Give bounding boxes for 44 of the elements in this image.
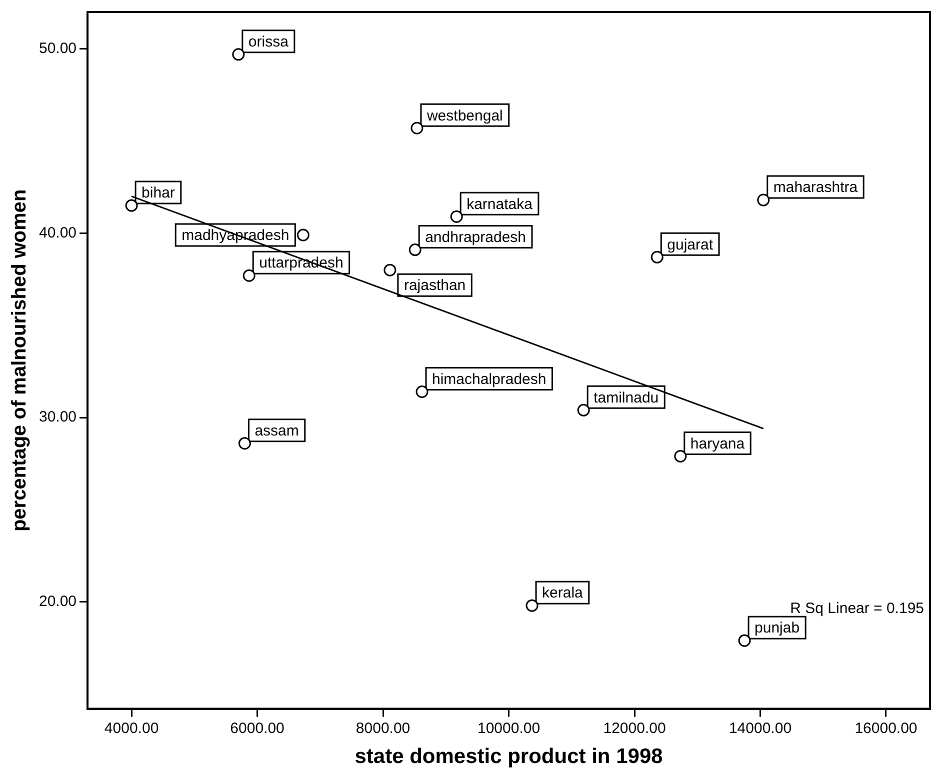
point (650, 250, 664, 264)
series-label: haryana (690, 435, 746, 452)
x-tick-label: 14000.00 (728, 720, 792, 737)
x-tick-label: 16000.00 (854, 720, 918, 737)
series-label: maharashtra (773, 179, 858, 196)
series-label: bihar (142, 184, 175, 202)
point (296, 228, 310, 242)
point (577, 404, 590, 416)
series-label: andhrapradesh (425, 228, 526, 246)
series-label: orissa (248, 34, 290, 51)
series-label: himachalpradesh (432, 370, 546, 388)
point (450, 210, 463, 223)
series-label: tamilnadu (594, 389, 659, 406)
x-tick-label: 12000.00 (603, 720, 666, 737)
series-label: karnataka (466, 196, 534, 213)
point (526, 599, 538, 612)
y-tick-label: 30.00 (38, 408, 77, 426)
series-label: gujarat (667, 236, 714, 254)
annotation: R Sq Linear = 0.195 (790, 600, 924, 617)
point (410, 122, 424, 134)
series-label: assam (254, 422, 299, 440)
point (242, 269, 256, 282)
point (408, 244, 422, 256)
point (384, 264, 396, 276)
series-label: kerala (542, 584, 584, 602)
y-tick-label: 50.00 (38, 40, 77, 58)
series-label: westbengal (426, 107, 503, 124)
x-tick-label: 10000.00 (477, 720, 540, 737)
point (125, 199, 138, 212)
point (738, 634, 751, 647)
x-tick-label: 6000.00 (230, 720, 284, 737)
x-tick-label: 8000.00 (356, 720, 410, 737)
x-axis-title: state domestic product in 1998 (354, 745, 664, 768)
y-tick-label: 20.00 (38, 593, 77, 610)
series-label: rajasthan (404, 277, 466, 294)
y-tick-label: 40.00 (38, 224, 77, 242)
point (416, 385, 428, 398)
y-axis-title: percentage of malnourished women (8, 189, 31, 532)
point (238, 437, 251, 450)
point (674, 450, 687, 463)
x-tick-label: 4000.00 (104, 720, 159, 737)
point (757, 194, 770, 206)
point (232, 48, 245, 61)
series-label: punjab (754, 620, 800, 637)
